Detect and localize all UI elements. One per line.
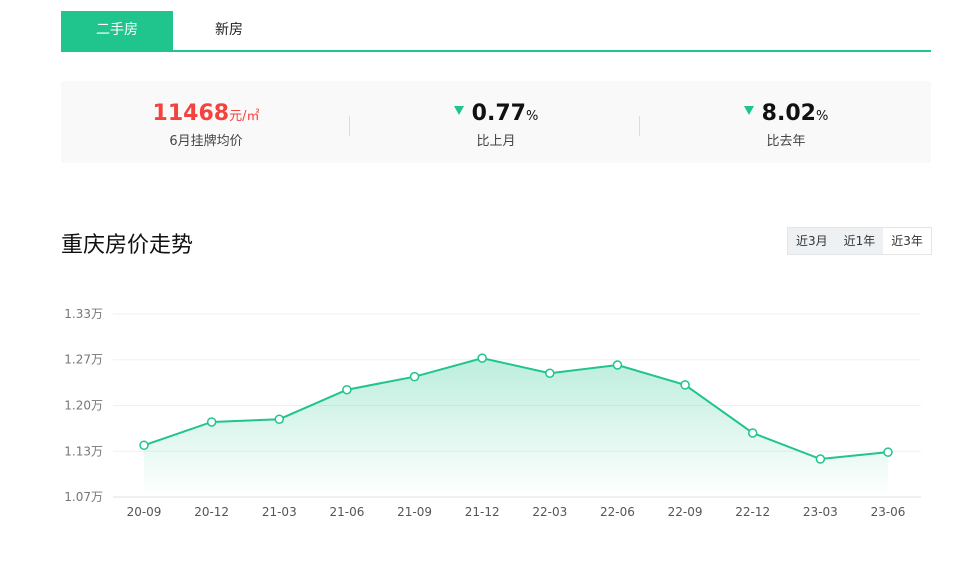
avg-price-value: 11468 xyxy=(152,101,230,126)
y-tick-label: 1.33万 xyxy=(64,307,103,321)
avg-price-stat: 11468元/㎡ 6月挂牌均价 xyxy=(61,81,351,163)
x-tick-label: 22-09 xyxy=(668,505,703,519)
house-type-tabs: 二手房 新房 xyxy=(61,11,931,52)
x-tick-label: 20-09 xyxy=(127,505,162,519)
data-point xyxy=(139,440,149,451)
range-3-months[interactable]: 近3月 xyxy=(788,228,836,254)
range-1-year[interactable]: 近1年 xyxy=(835,228,884,254)
data-point xyxy=(206,417,217,427)
mom-unit: % xyxy=(525,109,539,124)
yoy-label: 比去年 xyxy=(766,134,806,149)
down-arrow-icon xyxy=(453,105,464,115)
data-point xyxy=(274,414,285,424)
x-tick-label: 20-12 xyxy=(194,505,229,519)
x-tick-label: 21-03 xyxy=(262,505,297,519)
stats-panel: 11468元/㎡ 6月挂牌均价 0.77% 比上月 8.02% 比去年 xyxy=(61,81,931,163)
data-point xyxy=(883,447,893,457)
range-3-years[interactable]: 近3年 xyxy=(883,228,931,254)
down-arrow-icon xyxy=(743,105,754,115)
x-tick-label: 23-03 xyxy=(803,505,838,519)
mom-stat: 0.77% 比上月 xyxy=(351,81,641,163)
avg-price-unit: 元/㎡ xyxy=(229,109,260,124)
section-title: 重庆房价走势 xyxy=(61,233,194,258)
y-tick-label: 1.13万 xyxy=(64,444,103,458)
data-point xyxy=(680,380,690,390)
yoy-value: 8.02 xyxy=(761,101,816,126)
yoy-unit: % xyxy=(815,109,829,124)
x-tick-label: 22-12 xyxy=(735,505,770,519)
tab-new-house[interactable]: 新房 xyxy=(215,22,243,38)
mom-label: 比上月 xyxy=(476,134,516,149)
x-tick-label: 21-12 xyxy=(465,505,500,519)
x-tick-label: 23-06 xyxy=(871,505,906,519)
x-tick-label: 22-06 xyxy=(600,505,635,519)
y-tick-label: 1.07万 xyxy=(64,490,103,504)
data-point xyxy=(342,384,352,395)
yoy-stat: 8.02% 比去年 xyxy=(641,81,931,163)
x-tick-label: 21-09 xyxy=(397,505,432,519)
y-tick-label: 1.20万 xyxy=(64,399,103,413)
data-point xyxy=(545,368,555,378)
range-selector: 近3月 近1年 近3年 xyxy=(787,227,932,255)
series-line xyxy=(143,357,889,461)
avg-price-label: 6月挂牌均价 xyxy=(169,134,243,149)
mom-value: 0.77 xyxy=(471,101,526,126)
divider xyxy=(639,116,640,136)
data-point xyxy=(409,371,420,382)
y-tick-label: 1.27万 xyxy=(64,353,103,367)
data-point xyxy=(747,428,758,438)
divider xyxy=(349,116,350,136)
data-point xyxy=(477,353,487,363)
data-point xyxy=(612,360,623,370)
tab-second-hand[interactable]: 二手房 xyxy=(61,11,173,50)
area-fill xyxy=(144,358,888,497)
data-point xyxy=(815,454,826,464)
x-tick-label: 22-03 xyxy=(532,505,567,519)
x-tick-label: 21-06 xyxy=(329,505,364,519)
